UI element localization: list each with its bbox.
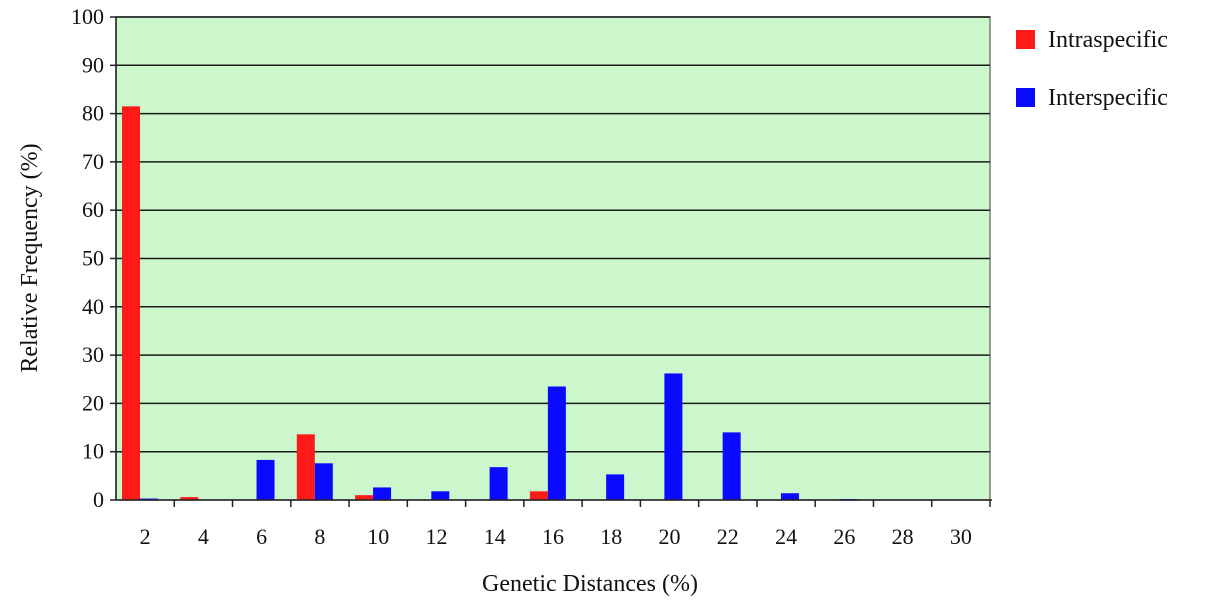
bar-interspecific-22 xyxy=(722,432,741,500)
x-tick-label: 14 xyxy=(484,524,506,549)
x-tick-label: 4 xyxy=(198,524,209,549)
bar-intraspecific-10 xyxy=(355,495,374,500)
x-tick-label: 16 xyxy=(542,524,564,549)
x-tick-label: 10 xyxy=(367,524,389,549)
bar-interspecific-14 xyxy=(489,467,508,500)
legend-label-intraspecific: Intraspecific xyxy=(1048,27,1168,53)
legend-swatch-intraspecific xyxy=(1016,30,1035,49)
x-tick-label: 30 xyxy=(950,524,972,549)
y-tick-label: 70 xyxy=(82,149,104,174)
bar-interspecific-10 xyxy=(373,487,392,500)
bar-interspecific-6 xyxy=(256,459,275,500)
gridlines xyxy=(116,16,990,453)
bar-interspecific-24 xyxy=(780,493,799,500)
x-tick-label: 6 xyxy=(256,524,267,549)
y-tick-label: 10 xyxy=(82,439,104,464)
bar-interspecific-20 xyxy=(664,373,683,500)
bar-intraspecific-16 xyxy=(529,491,548,500)
legend: Intraspecific Interspecific xyxy=(1016,27,1168,111)
y-tick-label: 100 xyxy=(71,4,104,29)
legend-swatch-interspecific xyxy=(1016,88,1035,107)
bar-intraspecific-4 xyxy=(180,497,199,500)
x-tick-label: 22 xyxy=(717,524,739,549)
x-tick-label: 12 xyxy=(425,524,447,549)
bar-interspecific-12 xyxy=(431,491,450,500)
x-tick-label: 28 xyxy=(892,524,914,549)
y-tick-label: 80 xyxy=(82,101,104,126)
y-tick-label: 0 xyxy=(93,487,104,512)
x-tick-label: 24 xyxy=(775,524,797,549)
bars xyxy=(122,106,858,500)
x-tick-label: 8 xyxy=(314,524,325,549)
bar-intraspecific-8 xyxy=(296,434,315,500)
y-tick-label: 60 xyxy=(82,197,104,222)
x-tick-label: 2 xyxy=(140,524,151,549)
legend-label-interspecific: Interspecific xyxy=(1048,85,1168,111)
y-tick-label: 30 xyxy=(82,342,104,367)
x-tick-label: 18 xyxy=(600,524,622,549)
x-tick-label: 26 xyxy=(833,524,855,549)
x-tick-label: 20 xyxy=(659,524,681,549)
bar-interspecific-18 xyxy=(606,474,625,500)
y-axis-label: Relative Frequency (%) xyxy=(17,143,43,372)
bar-interspecific-8 xyxy=(314,463,333,500)
y-tick-label: 20 xyxy=(82,390,104,415)
bar-interspecific-16 xyxy=(547,386,566,500)
bar-intraspecific-2 xyxy=(122,106,140,500)
x-axis-label: Genetic Distances (%) xyxy=(482,571,698,597)
y-tick-label: 90 xyxy=(82,52,104,77)
y-tick-label: 50 xyxy=(82,246,104,271)
y-tick-label: 40 xyxy=(82,294,104,319)
y-axis-ticks: 0 10 20 30 40 50 60 70 80 90 100 xyxy=(71,4,116,512)
x-axis-ticks: 2 4 6 8 10 12 14 16 18 20 22 24 26 28 30 xyxy=(140,500,991,549)
